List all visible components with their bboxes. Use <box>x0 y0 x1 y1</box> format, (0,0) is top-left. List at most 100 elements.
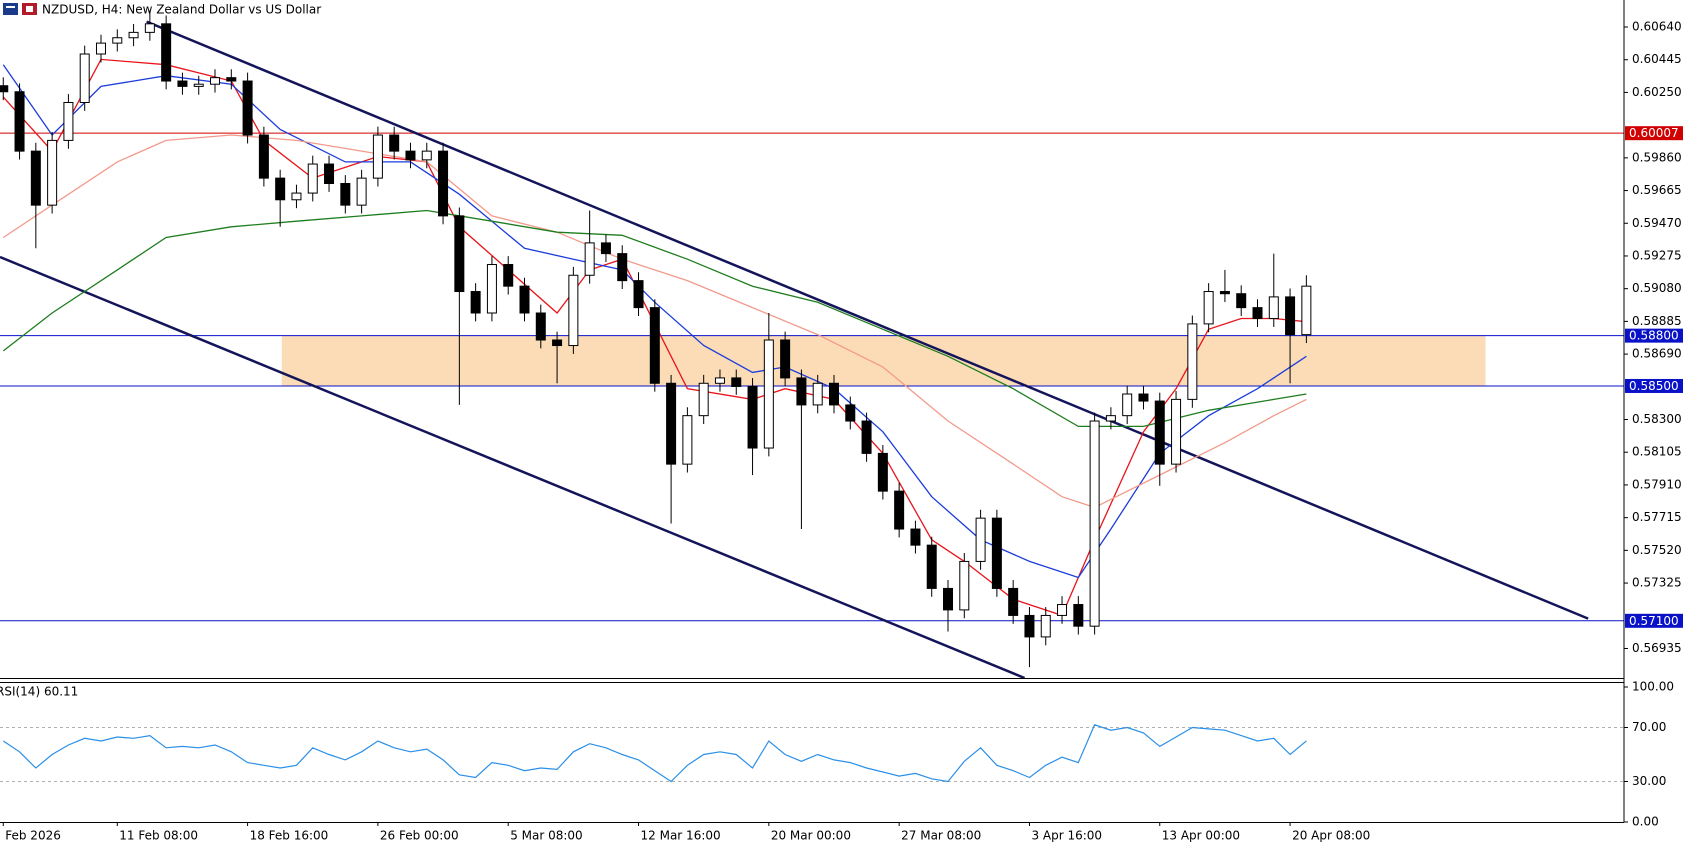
candle-body <box>30 150 41 206</box>
y-tick-label: 0.58300 <box>1632 412 1682 426</box>
x-tick-label: 20 Apr 08:00 <box>1292 829 1370 843</box>
y-tick-label: 0.56935 <box>1632 641 1682 655</box>
moving-average <box>2 134 1307 509</box>
candle-body <box>698 382 709 417</box>
y-tick-label: 0.57715 <box>1632 510 1682 524</box>
x-tick-label: Feb 2026 <box>5 829 61 843</box>
icon <box>6 6 15 8</box>
x-tick-label: 11 Feb 08:00 <box>119 829 198 843</box>
candle-body <box>242 80 253 136</box>
candle-body <box>780 339 791 379</box>
rsi-label: RSI(14) 60.11 <box>0 685 78 699</box>
candle-body <box>535 312 546 341</box>
candle-body <box>1154 400 1165 465</box>
candle-body <box>47 139 58 206</box>
x-tick-label: 18 Feb 16:00 <box>250 829 329 843</box>
candle-body <box>1008 587 1019 616</box>
y-tick-label: 100.00 <box>1632 680 1674 694</box>
candle-body <box>747 385 758 449</box>
x-tick-label: 5 Mar 08:00 <box>510 829 583 843</box>
candle-body <box>1105 415 1116 422</box>
candle-body <box>95 42 106 55</box>
x-tick-label: 27 Mar 08:00 <box>901 829 981 843</box>
candle-body <box>128 31 139 39</box>
candle-body <box>372 134 383 179</box>
y-tick-label: 0.00 <box>1632 815 1659 829</box>
candle-body <box>894 490 905 530</box>
level-label: 0.57100 <box>1629 614 1679 628</box>
level-label-box <box>1625 126 1683 141</box>
level-label-box <box>1625 378 1683 393</box>
level-label-box <box>1625 613 1683 628</box>
candle-body <box>389 134 400 152</box>
candle-body <box>1203 291 1214 325</box>
y-tick-label: 0.59860 <box>1632 150 1682 164</box>
candle-body <box>796 377 807 406</box>
candle-body <box>584 242 595 276</box>
candle-body <box>1024 614 1035 638</box>
candle-body <box>226 77 237 82</box>
x-tick-label: 20 Mar 00:00 <box>771 829 851 843</box>
x-tick-label: 26 Feb 00:00 <box>380 829 459 843</box>
trendline <box>146 20 1589 620</box>
candle-body <box>275 177 286 201</box>
candle-body <box>714 377 725 384</box>
candle-body <box>910 528 921 546</box>
candle-body <box>503 264 514 287</box>
rsi-line <box>2 724 1307 783</box>
y-tick-label: 0.57520 <box>1632 543 1682 557</box>
y-tick-label: 0.59470 <box>1632 216 1682 230</box>
y-tick-label: 0.59665 <box>1632 183 1682 197</box>
candle-body <box>79 53 90 103</box>
candle-body <box>356 177 367 206</box>
candle-body <box>258 134 269 179</box>
y-tick-label: 0.58885 <box>1632 314 1682 328</box>
x-tick-label: 3 Apr 16:00 <box>1031 829 1102 843</box>
candle-body <box>14 91 25 152</box>
candle-body <box>307 163 318 194</box>
candle-body <box>1268 296 1279 320</box>
candle-body <box>1301 285 1312 336</box>
y-tick-label: 0.60445 <box>1632 52 1682 66</box>
candle-body <box>1122 393 1133 417</box>
y-tick-label: 0.57325 <box>1632 576 1682 590</box>
icon <box>26 6 33 12</box>
candle-body <box>861 420 872 454</box>
level-label: 0.58800 <box>1629 329 1679 343</box>
y-tick-label: 0.59275 <box>1632 248 1682 262</box>
candle-body <box>1252 307 1263 320</box>
trendline <box>0 255 1026 678</box>
x-tick-label: 13 Apr 00:00 <box>1162 829 1240 843</box>
candle-body <box>1219 291 1230 295</box>
level-label: 0.60007 <box>1629 126 1679 140</box>
candle-body <box>959 560 970 611</box>
candle-body <box>731 377 742 387</box>
candle-body <box>112 37 123 44</box>
x-tick-label: 12 Mar 16:00 <box>641 829 721 843</box>
chart-title: NZDUSD, H4: New Zealand Dollar vs US Dol… <box>42 3 321 17</box>
candle-body <box>568 274 579 347</box>
y-tick-label: 30.00 <box>1632 774 1666 788</box>
candle-body <box>552 339 563 347</box>
candle-body <box>210 77 221 85</box>
candle-body <box>1187 323 1198 400</box>
level-label: 0.58500 <box>1629 379 1679 393</box>
candle-body <box>0 85 9 93</box>
candle-body <box>144 23 155 33</box>
y-tick-label: 0.60250 <box>1632 85 1682 99</box>
candle-body <box>1236 293 1247 309</box>
candle-body <box>617 253 628 282</box>
y-tick-label: 0.60640 <box>1632 20 1682 34</box>
zone <box>281 335 1486 386</box>
candle-body <box>1138 393 1149 402</box>
candle-body <box>519 285 530 314</box>
y-tick-label: 70.00 <box>1632 720 1666 734</box>
level-label-box <box>1625 328 1683 343</box>
y-tick-label: 0.59080 <box>1632 281 1682 295</box>
candle-body <box>421 150 432 161</box>
candle-body <box>1285 296 1296 336</box>
candle-body <box>324 163 335 185</box>
candle-body <box>63 101 74 141</box>
